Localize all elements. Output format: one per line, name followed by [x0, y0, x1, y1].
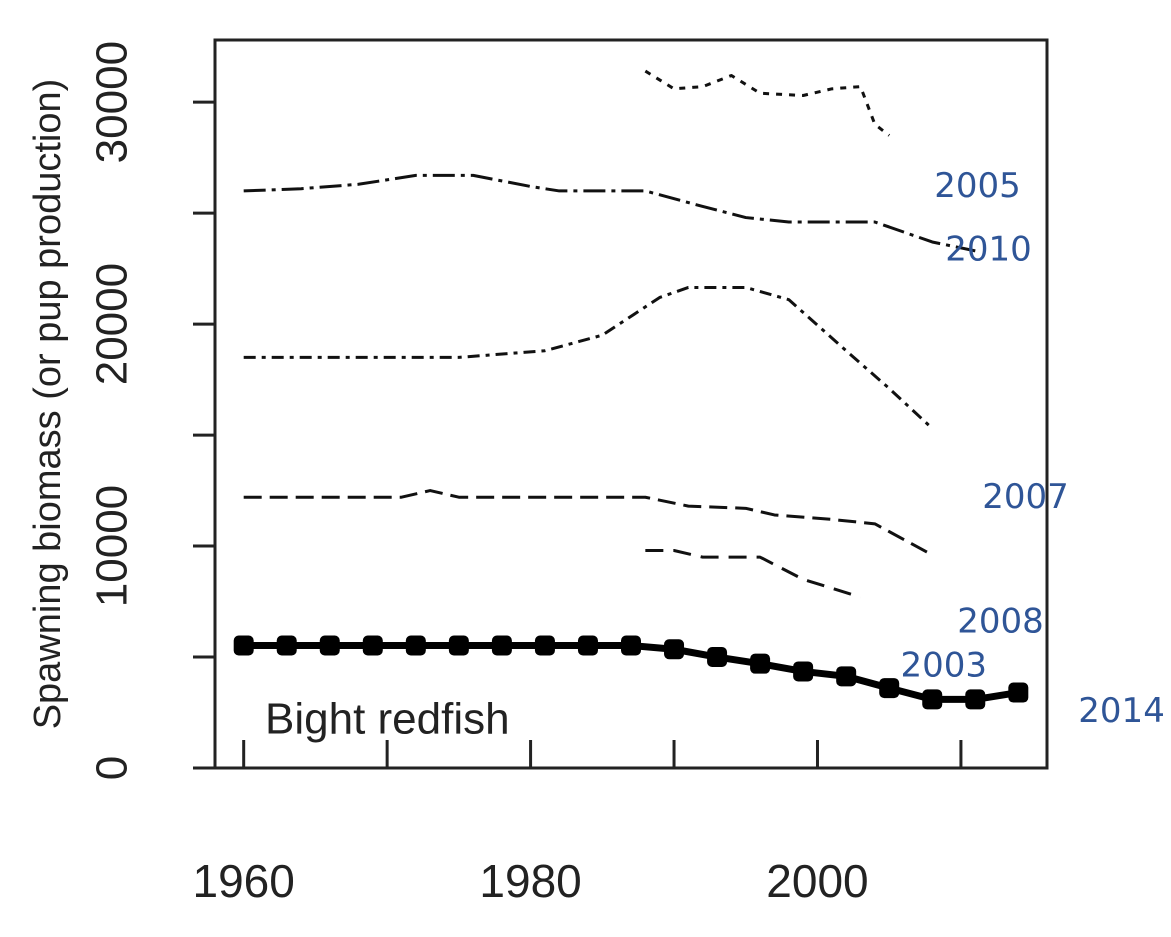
series-line	[645, 548, 861, 599]
series-marker	[233, 635, 254, 656]
y-tick-label: 20000	[88, 263, 137, 385]
series-marker	[922, 689, 943, 710]
series-label: 2005	[934, 166, 1021, 206]
series-line	[243, 285, 934, 430]
series-marker	[534, 635, 555, 656]
series-label: 2010	[945, 229, 1032, 269]
y-tick-label: 10000	[88, 485, 137, 607]
chart-annotation: Bight redfish	[265, 695, 510, 744]
series-marker	[362, 635, 383, 656]
series-label: 2014	[1078, 691, 1165, 731]
series-marker	[319, 635, 340, 656]
series-marker	[577, 635, 598, 656]
series-marker	[448, 635, 469, 656]
series-line	[243, 173, 976, 253]
y-axis-label: Spawning biomass (or pup production)	[27, 79, 69, 730]
series-marker	[491, 635, 512, 656]
series-marker	[750, 653, 771, 674]
series-marker	[965, 689, 986, 710]
series-label: 2008	[957, 601, 1044, 641]
series-marker	[836, 666, 857, 687]
series-marker	[621, 635, 641, 656]
series-marker	[707, 647, 728, 668]
plot-frame	[213, 38, 1049, 770]
series-marker	[1008, 682, 1029, 703]
series-marker	[879, 678, 900, 699]
series-marker	[276, 635, 297, 656]
x-tick-label: 2000	[766, 855, 868, 907]
x-tick-label: 1960	[193, 855, 295, 907]
y-tick-label: 30000	[88, 41, 137, 163]
series-line	[644, 69, 891, 137]
series-marker	[405, 635, 426, 656]
series-marker	[793, 661, 814, 682]
series-marker	[664, 639, 685, 660]
x-tick-label: 1980	[479, 855, 581, 907]
series-line	[243, 489, 933, 557]
y-tick-label: 0	[88, 756, 137, 780]
series-label: 2007	[982, 477, 1069, 517]
series-label: 2003	[901, 646, 988, 686]
